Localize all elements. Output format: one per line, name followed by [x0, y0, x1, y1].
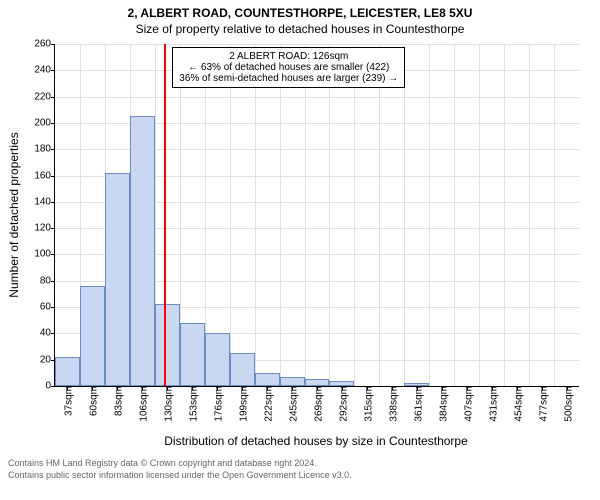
x-tick-label: 60sqm: [85, 386, 100, 416]
histogram-bar: [280, 377, 305, 386]
x-tick-label: 222sqm: [260, 386, 275, 422]
histogram-bar: [404, 383, 429, 386]
histogram-bar: [80, 286, 105, 386]
annotation-line-3: 36% of semi-detached houses are larger (…: [179, 73, 398, 84]
x-tick-label: 431sqm: [484, 386, 499, 422]
footer-line-1: Contains HM Land Registry data © Crown c…: [8, 458, 592, 470]
x-tick-label: 83sqm: [110, 386, 125, 416]
chart-subtitle: Size of property relative to detached ho…: [0, 20, 600, 38]
plot-area: 02040608010012014016018020022024026037sq…: [54, 44, 579, 387]
x-tick-label: 500sqm: [559, 386, 574, 422]
x-tick-label: 315sqm: [359, 386, 374, 422]
x-tick-label: 199sqm: [235, 386, 250, 422]
x-tick-label: 269sqm: [310, 386, 325, 422]
x-tick-label: 130sqm: [160, 386, 175, 422]
histogram-bar: [130, 116, 155, 386]
histogram-bar: [55, 357, 80, 386]
x-tick-label: 176sqm: [210, 386, 225, 422]
histogram-bar: [155, 304, 180, 386]
histogram-bar: [255, 373, 280, 386]
x-tick-label: 384sqm: [434, 386, 449, 422]
annotation-box: 2 ALBERT ROAD: 126sqm← 63% of detached h…: [172, 47, 405, 88]
annotation-line-1: 2 ALBERT ROAD: 126sqm: [179, 51, 398, 62]
histogram-bar: [205, 333, 230, 386]
histogram-bar: [305, 379, 330, 386]
x-tick-label: 245sqm: [285, 386, 300, 422]
x-tick-label: 153sqm: [185, 386, 200, 422]
x-tick-label: 361sqm: [409, 386, 424, 422]
x-axis-label: Distribution of detached houses by size …: [164, 434, 468, 448]
histogram-bar: [329, 381, 354, 386]
x-tick-label: 477sqm: [534, 386, 549, 422]
histogram-bar: [180, 323, 205, 386]
chart-title: 2, ALBERT ROAD, COUNTESTHORPE, LEICESTER…: [0, 0, 600, 20]
x-tick-label: 106sqm: [135, 386, 150, 422]
x-tick-label: 338sqm: [384, 386, 399, 422]
x-tick-label: 407sqm: [459, 386, 474, 422]
footer: Contains HM Land Registry data © Crown c…: [0, 458, 600, 481]
x-tick-label: 454sqm: [509, 386, 524, 422]
histogram-bar: [230, 353, 255, 386]
annotation-line-2: ← 63% of detached houses are smaller (42…: [179, 62, 398, 73]
reference-line: [164, 44, 166, 386]
footer-line-2: Contains public sector information licen…: [8, 470, 592, 482]
x-tick-label: 37sqm: [60, 386, 75, 416]
x-tick-label: 292sqm: [334, 386, 349, 422]
y-axis-label: Number of detached properties: [7, 132, 21, 297]
histogram-bar: [105, 173, 130, 386]
